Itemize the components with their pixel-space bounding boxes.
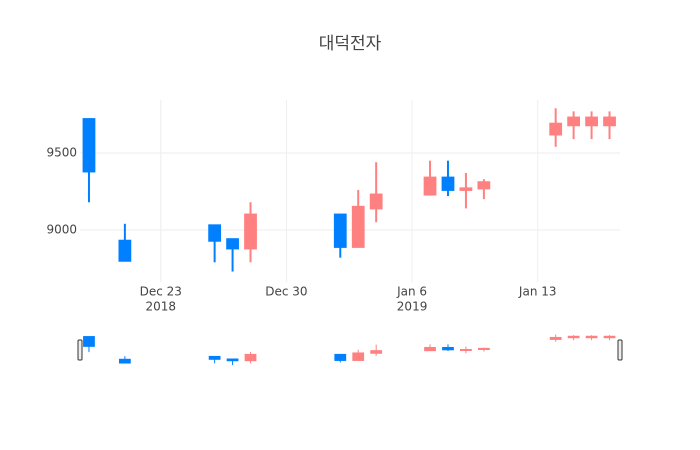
candle-body [334, 353, 347, 361]
candle-body [441, 176, 455, 191]
candle-body [83, 336, 95, 347]
candle-body [549, 122, 563, 136]
y-tick-label: 9500 [46, 145, 77, 159]
x-tick-label: Dec 30 [265, 285, 307, 299]
y-tick-label: 9000 [46, 222, 77, 236]
candle-body [477, 181, 491, 190]
candle-body [226, 358, 239, 362]
candle-body [459, 187, 473, 191]
candle-body [567, 116, 581, 127]
candle-body [477, 347, 490, 351]
candle-body [244, 353, 257, 362]
x-tick-year: 2019 [397, 300, 428, 314]
candle-body [226, 238, 239, 250]
candle-body [351, 205, 365, 248]
rangeslider-handle[interactable] [617, 339, 623, 361]
candle-body [567, 335, 580, 339]
rangeslider-bg [80, 333, 620, 367]
candle-body [603, 335, 616, 339]
candle-body [603, 116, 616, 127]
candle-body [82, 118, 96, 173]
x-tick-label: Jan 13 [518, 285, 557, 299]
candle-body [369, 193, 383, 210]
candle-body [118, 358, 131, 364]
candle-body [423, 176, 437, 196]
candle-body [442, 346, 454, 351]
candle-body [118, 239, 132, 262]
candle-body [244, 213, 257, 250]
x-tick-year: 2018 [146, 300, 177, 314]
candle-body [585, 116, 598, 127]
chart-title: 대덕전자 [319, 34, 382, 54]
candle-body [352, 352, 365, 361]
candle-body [424, 346, 436, 352]
candle-body [370, 350, 383, 354]
rangeslider-handle[interactable] [77, 339, 83, 361]
x-tick-label: Dec 23 [140, 285, 182, 299]
candle-body [585, 335, 598, 339]
candle-body [333, 213, 347, 248]
candle-body [460, 349, 472, 352]
candle-body [549, 336, 562, 340]
candle-body [208, 355, 221, 360]
candle-body [208, 224, 222, 242]
x-tick-label: Jan 6 [396, 285, 427, 299]
